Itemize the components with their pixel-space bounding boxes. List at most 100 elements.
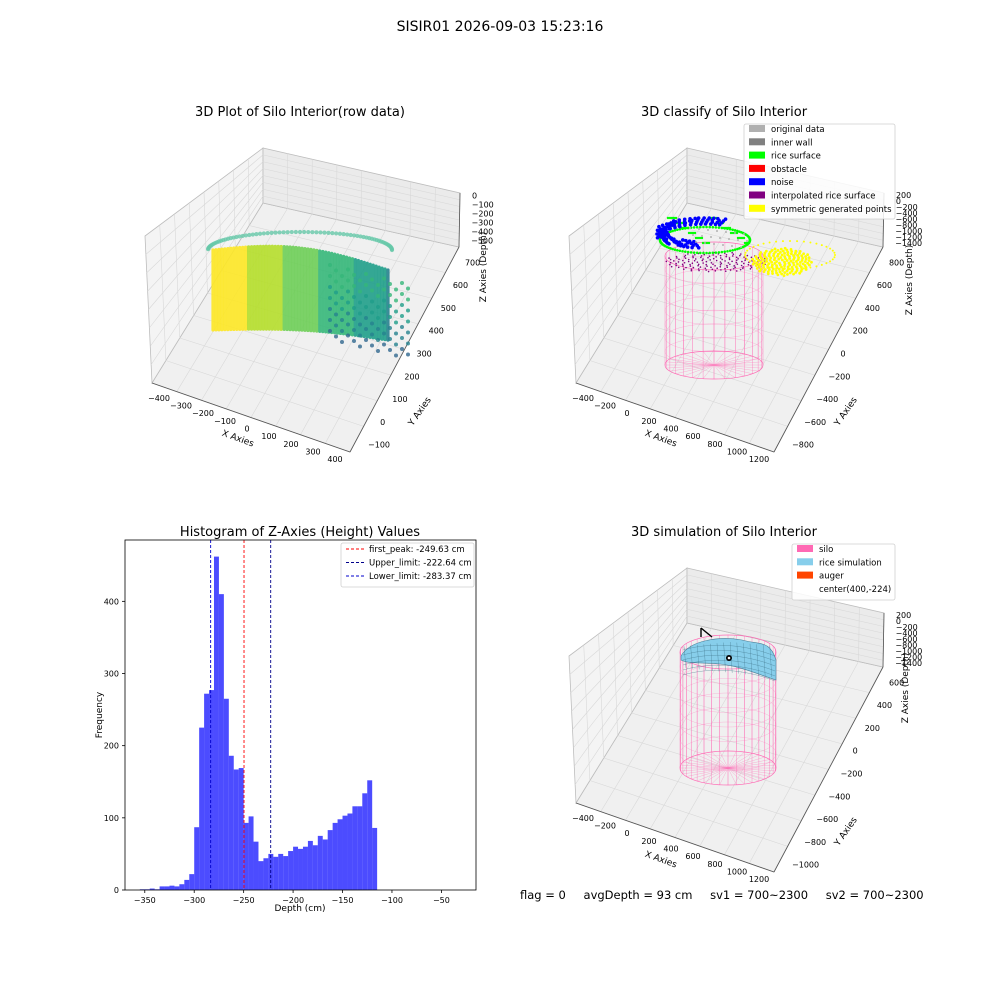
z-tick-label: −400 (471, 228, 493, 237)
interpolated-point (697, 264, 699, 267)
interpolated-point (742, 266, 745, 268)
z-tick-label: −1000 (895, 227, 922, 236)
wall-point (265, 231, 270, 236)
wall-point (388, 337, 392, 341)
hist-bar (169, 885, 175, 890)
noise-point (677, 218, 682, 222)
x-tick-label: 200 (283, 440, 298, 449)
symmetric-point (759, 267, 763, 271)
symmetric-point (802, 267, 805, 270)
interpolated-point (675, 255, 678, 258)
simulation-title: 3D simulation of Silo Interior (631, 525, 818, 540)
symmetric-point (776, 252, 780, 256)
raw-ticks: −400−300−200−1000100200300400−1000100200… (148, 192, 494, 464)
interpolated-point (735, 256, 738, 259)
symmetric-point (757, 259, 760, 262)
silo-spoke (683, 353, 715, 366)
y-tick-label: 200 (404, 372, 419, 381)
interpolated-point (744, 259, 746, 262)
hist-bar (322, 839, 328, 890)
interpolated-point (694, 258, 697, 260)
interpolated-point (697, 268, 700, 270)
rice-surface-point (696, 236, 700, 240)
x-tick-label: 400 (663, 425, 678, 434)
rice-surface-point (731, 248, 735, 252)
interpolated-point (707, 270, 710, 273)
y-tick-label: −600 (804, 418, 826, 427)
x-tick-label: 100 (261, 432, 276, 441)
rice-surface-point (711, 251, 715, 255)
interpolated-point (741, 260, 743, 263)
interpolated-point (728, 258, 731, 261)
rice-surface-point (723, 250, 727, 253)
silo-spoke (727, 756, 765, 769)
interpolated-point (665, 260, 668, 263)
x-tick-label: −400 (572, 394, 594, 403)
x-tick-label: 200 (641, 417, 656, 426)
symmetric-point (762, 242, 765, 245)
interpolated-point (690, 268, 693, 271)
silo-ring (664, 282, 764, 312)
rice-surface-point (686, 250, 690, 254)
rice-surface-point (702, 251, 705, 255)
rice-surface-point (736, 247, 739, 251)
grid-line (262, 175, 460, 221)
interpolated-point (690, 269, 693, 272)
surface-mesh-line (749, 643, 753, 676)
rice-surface-point (731, 231, 735, 235)
rice-surface-point (698, 251, 702, 255)
silo-spoke (713, 364, 762, 369)
rice-surface-point (705, 251, 708, 255)
hist-bar (253, 841, 259, 890)
symmetric-point (763, 268, 767, 272)
silo-spoke (719, 751, 729, 769)
rice-surface-point (720, 250, 724, 254)
wall-point (400, 336, 404, 340)
wall-point (334, 301, 338, 306)
interpolated-point (692, 255, 694, 257)
wall-point (351, 233, 357, 238)
symmetric-point (773, 256, 777, 260)
hist-bar (307, 840, 313, 890)
x-tick-label: 0 (624, 829, 629, 838)
symmetric-point (783, 255, 787, 258)
noise-point (692, 239, 696, 244)
wall-point (376, 327, 380, 331)
silo-spoke (702, 351, 715, 366)
silo-ring (664, 323, 764, 352)
interpolated-point (687, 258, 690, 261)
hist-legend-label: first_peak: -249.63 cm (369, 545, 465, 555)
interpolated-point (750, 266, 753, 269)
y-axis-line (773, 246, 884, 453)
interpolated-point (710, 262, 713, 264)
z-tick-label: −1400 (895, 659, 922, 668)
symmetric-point (746, 258, 749, 261)
wall-point (382, 331, 386, 336)
symmetric-point (768, 241, 771, 244)
wall-point (364, 294, 368, 298)
wall-point (364, 338, 368, 342)
rice-surface-point (671, 247, 674, 251)
silo-spoke (727, 767, 774, 774)
original-point (725, 231, 727, 233)
hist-bar (362, 793, 368, 890)
wall-point (400, 325, 404, 329)
symmetric-point (752, 245, 755, 248)
interpolated-point (670, 265, 673, 268)
symmetric-point (794, 249, 798, 253)
wall-point (340, 340, 344, 344)
symmetric-point (833, 251, 836, 254)
wall-point (297, 229, 303, 235)
original-point (707, 229, 709, 231)
symmetric-point (798, 249, 802, 253)
silo-spoke (727, 762, 774, 769)
interpolated-point (681, 263, 684, 266)
symmetric-point (774, 250, 777, 254)
classify-silo-wireframe (664, 241, 764, 380)
interpolated-point (726, 266, 729, 269)
symmetric-point (766, 272, 770, 276)
silo-ring (679, 736, 777, 771)
hist-bar (218, 594, 224, 890)
z-tick-label: −500 (471, 237, 493, 246)
